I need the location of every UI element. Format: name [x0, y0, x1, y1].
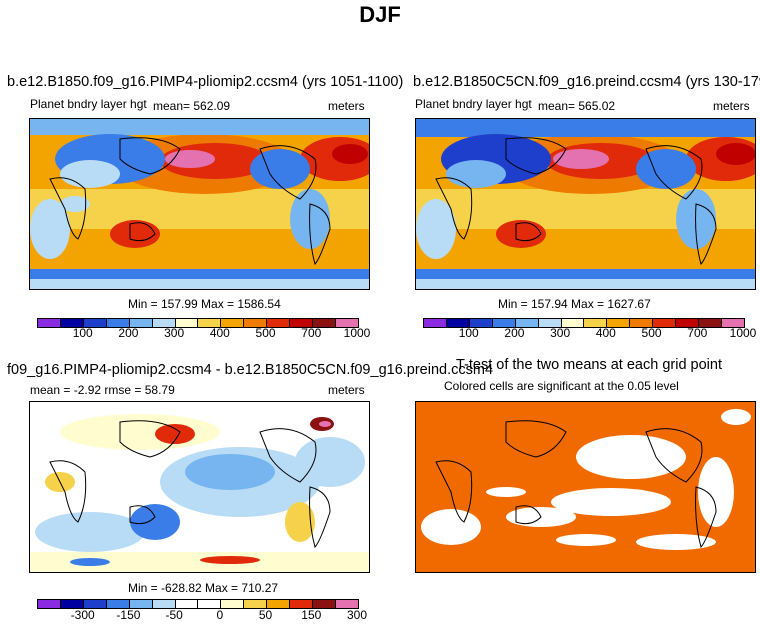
colorbar-swatch [607, 319, 631, 327]
panel1-units: meters [328, 99, 365, 113]
colorbar-swatch [83, 600, 107, 608]
colorbar-swatch [492, 319, 516, 327]
colorbar-tick-label: 700 [687, 326, 708, 340]
colorbar-tick-label: 500 [255, 326, 276, 340]
panel4-subtitle: Colored cells are significant at the 0.0… [444, 379, 679, 393]
page-title: DJF [359, 2, 401, 27]
colorbar-swatch [290, 319, 314, 327]
panel2-colorbar-ticks: 100 200 300 400 500 700 1000 [423, 326, 757, 340]
colorbar-swatch [38, 600, 61, 608]
colorbar-swatch [244, 319, 268, 327]
colorbar-swatch [630, 319, 654, 327]
colorbar-tick-label: -150 [116, 608, 141, 622]
panel3-units: meters [328, 383, 365, 397]
colorbar-swatch [221, 319, 245, 327]
panel2-stats: Min = 157.94 Max = 1627.67 [498, 297, 651, 311]
panel1-stats: Min = 157.99 Max = 1586.54 [128, 297, 281, 311]
colorbar-tick-label: 200 [118, 326, 139, 340]
colorbar-swatch [198, 319, 222, 327]
panel2-map [415, 118, 756, 290]
colorbar-swatch [290, 600, 314, 608]
panel1-map [29, 118, 370, 290]
colorbar-tick-label: -300 [70, 608, 95, 622]
colorbar-swatch [313, 600, 336, 608]
colorbar-tick-label: -50 [165, 608, 183, 622]
panel2-colorbar [423, 318, 745, 328]
colorbar-tick-label: 400 [595, 326, 616, 340]
colorbar-swatch [313, 319, 336, 327]
colorbar-swatch [446, 319, 470, 327]
colorbar-swatch [106, 600, 130, 608]
panel1-field-label: Planet bndry layer hgt [30, 97, 147, 111]
colorbar-swatch [699, 319, 722, 327]
panel2-mean: mean= 565.02 [538, 99, 616, 113]
panel4-title: T-test of the two means at each grid poi… [456, 357, 722, 373]
colorbar-swatch [129, 600, 153, 608]
panel2-units: meters [713, 99, 750, 113]
colorbar-swatch [424, 319, 447, 327]
colorbar-swatch [175, 600, 199, 608]
colorbar-tick-label: 500 [641, 326, 662, 340]
panel3-mean-rmse: mean = -2.92 rmse = 58.79 [30, 383, 175, 397]
colorbar-swatch [676, 319, 700, 327]
colorbar-tick-label: 400 [209, 326, 230, 340]
panel3-stats: Min = -628.82 Max = 710.27 [128, 581, 279, 595]
panel1-title: b.e12.B1850.f09_g16.PIMP4-pliomip2.ccsm4… [7, 74, 404, 90]
colorbar-swatch [221, 600, 245, 608]
colorbar-swatch [335, 319, 358, 327]
colorbar-swatch [721, 319, 744, 327]
colorbar-swatch [38, 319, 61, 327]
colorbar-swatch [469, 319, 493, 327]
colorbar-tick-label: 200 [504, 326, 525, 340]
colorbar-swatch [60, 600, 84, 608]
colorbar-swatch [175, 319, 199, 327]
panel3-map [29, 401, 370, 573]
panel2-field-label: Planet bndry layer hgt [415, 97, 532, 111]
panel1-colorbar [37, 318, 359, 328]
panel3-title: f09_g16.PIMP4-pliomip2.ccsm4 - b.e12.B18… [7, 362, 494, 378]
colorbar-swatch [83, 319, 107, 327]
colorbar-tick-label: 100 [458, 326, 479, 340]
panel1-colorbar-ticks: 100 200 300 400 500 700 1000 [37, 326, 371, 340]
colorbar-swatch [584, 319, 608, 327]
colorbar-tick-label: 50 [258, 608, 273, 622]
panel4-significance-map [415, 401, 756, 573]
colorbar-swatch [198, 600, 222, 608]
colorbar-swatch [129, 319, 153, 327]
colorbar-tick-label: 1000 [343, 326, 371, 340]
colorbar-swatch [152, 600, 176, 608]
colorbar-swatch [152, 319, 176, 327]
panel2-title: b.e12.B1850C5CN.f09_g16.preind.ccsm4 (yr… [413, 74, 760, 90]
colorbar-swatch [60, 319, 84, 327]
panel1-mean: mean= 562.09 [153, 99, 231, 113]
colorbar-swatch [267, 319, 291, 327]
colorbar-swatch [244, 600, 268, 608]
colorbar-tick-label: 300 [346, 608, 368, 622]
colorbar-tick-label: 700 [301, 326, 322, 340]
colorbar-swatch [335, 600, 358, 608]
panel3-colorbar [37, 599, 359, 609]
colorbar-swatch [515, 319, 539, 327]
colorbar-tick-label: 300 [550, 326, 571, 340]
colorbar-tick-label: 1000 [729, 326, 757, 340]
colorbar-swatch [106, 319, 130, 327]
panel3-colorbar-ticks: -300 -150 -50 0 50 150 300 [37, 608, 367, 622]
colorbar-swatch [267, 600, 291, 608]
colorbar-tick-label: 100 [72, 326, 93, 340]
colorbar-tick-label: 300 [164, 326, 185, 340]
colorbar-swatch [653, 319, 677, 327]
colorbar-swatch [561, 319, 585, 327]
colorbar-tick-label: 0 [216, 608, 224, 622]
colorbar-tick-label: 150 [301, 608, 322, 622]
colorbar-swatch [538, 319, 562, 327]
